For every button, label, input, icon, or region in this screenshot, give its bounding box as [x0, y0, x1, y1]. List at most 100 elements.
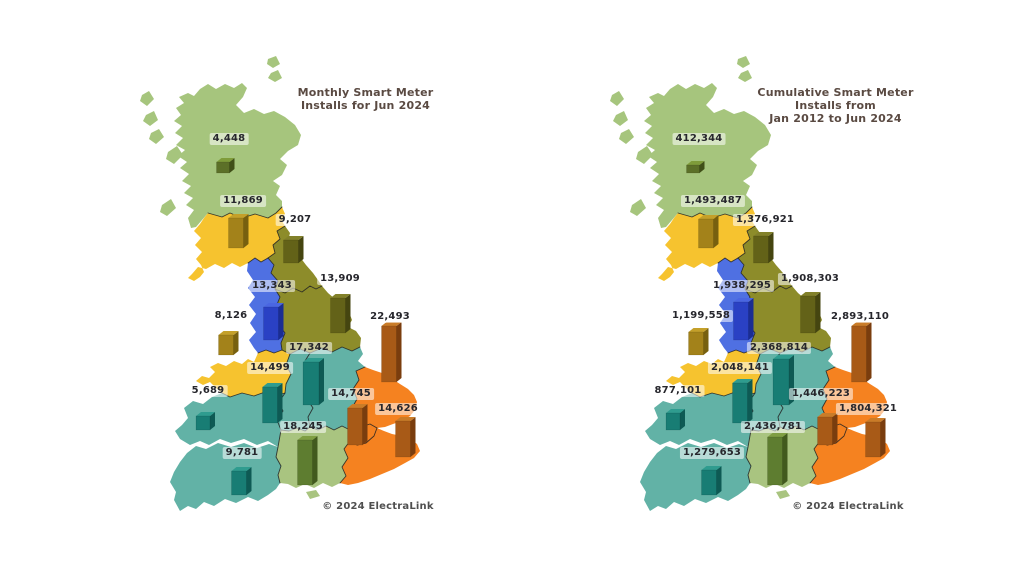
bar-east-midlands-monthly [302, 358, 324, 406]
region-south-west [640, 443, 751, 511]
region-border-line [274, 285, 323, 294]
value-label-west-midlands-monthly: 14,499 [247, 362, 293, 374]
bar-front-face [283, 239, 299, 264]
bar-side-face [396, 322, 402, 382]
bar-top-face [330, 294, 351, 298]
bar-south-west-cumulative [701, 466, 722, 496]
bar-side-face [312, 436, 318, 485]
bar-front-face [701, 469, 717, 496]
bar-front-face [195, 415, 211, 431]
bar-top-face [686, 161, 705, 165]
bar-front-face [263, 306, 279, 341]
value-label-southern-monthly: 18,245 [280, 421, 326, 433]
bar-london-monthly [347, 404, 368, 446]
value-label-south-scotland-monthly: 11,869 [220, 195, 266, 207]
bar-eastern-cumulative [851, 322, 872, 383]
bar-front-face [218, 334, 234, 356]
region-south-west [170, 443, 281, 511]
bar-front-face [817, 416, 833, 446]
bar-side-face [277, 383, 283, 423]
bar-west-midlands-monthly [262, 383, 283, 424]
value-label-southern-cumulative: 2,436,781 [740, 421, 806, 433]
bar-top-face [666, 409, 685, 413]
value-label-merseyside-north-wales-cumulative: 1,199,558 [668, 310, 734, 322]
bar-yorkshire-cumulative [800, 292, 821, 334]
bar-side-face [233, 331, 239, 355]
bar-side-face [747, 379, 753, 423]
bar-side-face [866, 322, 872, 382]
bar-top-face [773, 355, 794, 359]
bar-front-face [297, 439, 313, 486]
bar-top-face [347, 404, 368, 408]
bar-merseyside-north-wales-monthly [218, 331, 239, 356]
bar-front-face [732, 382, 748, 424]
region-border-line [267, 225, 286, 259]
map-title-cumulative: Cumulative Smart Meter Installs from Jan… [757, 86, 914, 125]
bar-south-scotland-cumulative [698, 215, 719, 249]
bar-front-face [347, 407, 363, 446]
bar-side-face [768, 232, 774, 263]
bar-front-face [800, 295, 816, 334]
bar-north-west-monthly [263, 303, 284, 341]
bar-front-face [865, 421, 881, 458]
bar-side-face [880, 418, 886, 457]
value-label-north-west-monthly: 13,343 [249, 280, 295, 292]
value-label-south-wales-cumulative: 877,101 [651, 385, 705, 397]
bar-side-face [716, 466, 722, 495]
bar-front-face [381, 325, 397, 383]
bar-south-east-monthly [395, 417, 416, 458]
bar-top-face [263, 303, 284, 307]
monthly-installs-map: Monthly Smart Meter Installs for Jun 202… [130, 55, 434, 525]
value-label-north-east-cumulative: 1,376,921 [732, 214, 798, 226]
bar-front-face [262, 386, 278, 424]
bar-top-face [701, 466, 722, 470]
bar-top-face [817, 413, 838, 417]
bar-side-face [815, 292, 821, 333]
bar-top-face [216, 158, 235, 162]
bar-side-face [713, 215, 719, 248]
value-label-south-west-monthly: 9,781 [222, 447, 262, 459]
bar-top-face [698, 215, 719, 219]
bar-north-scotland-cumulative [686, 161, 705, 174]
region-border-line [339, 440, 351, 484]
value-label-south-wales-monthly: 5,689 [188, 385, 228, 397]
region-south-wales [645, 392, 755, 447]
value-label-north-scotland-cumulative: 412,344 [672, 133, 726, 145]
bar-top-face [865, 418, 886, 422]
bar-southern-monthly [297, 436, 318, 486]
bar-top-face [262, 383, 283, 387]
bar-front-face [688, 331, 704, 356]
bar-side-face [410, 417, 416, 457]
bar-side-face [748, 298, 754, 340]
bar-front-face [686, 164, 700, 174]
bar-yorkshire-monthly [330, 294, 351, 334]
region-border-line [737, 225, 756, 259]
value-label-north-east-monthly: 9,207 [275, 214, 315, 226]
region-border-line [247, 257, 269, 264]
region-south-wales [175, 392, 285, 447]
value-label-east-midlands-monthly: 17,342 [286, 342, 332, 354]
bar-side-face [246, 467, 252, 495]
map-title-monthly: Monthly Smart Meter Installs for Jun 202… [297, 86, 434, 112]
bar-front-face [772, 358, 790, 406]
value-label-south-west-cumulative: 1,279,653 [679, 447, 745, 459]
value-label-south-scotland-cumulative: 1,493,487 [680, 195, 746, 207]
value-label-yorkshire-cumulative: 1,908,303 [777, 273, 843, 285]
bar-side-face [832, 413, 838, 445]
copyright-cumulative: © 2024 ElectraLink [792, 501, 904, 512]
value-label-yorkshire-monthly: 13,909 [317, 273, 363, 285]
bar-side-face [362, 404, 368, 445]
bar-north-west-cumulative [733, 298, 754, 341]
bar-side-face [680, 409, 685, 430]
value-label-eastern-monthly: 22,493 [367, 311, 413, 323]
bar-front-face [851, 325, 867, 383]
bar-top-face [395, 417, 416, 421]
bar-north-scotland-monthly [216, 158, 235, 174]
bar-front-face [698, 218, 714, 249]
bar-north-east-cumulative [753, 232, 774, 264]
bar-side-face [319, 358, 324, 405]
bar-south-scotland-monthly [228, 214, 249, 249]
bar-front-face [395, 420, 411, 458]
bar-side-face [782, 433, 788, 485]
bar-side-face [345, 294, 351, 333]
